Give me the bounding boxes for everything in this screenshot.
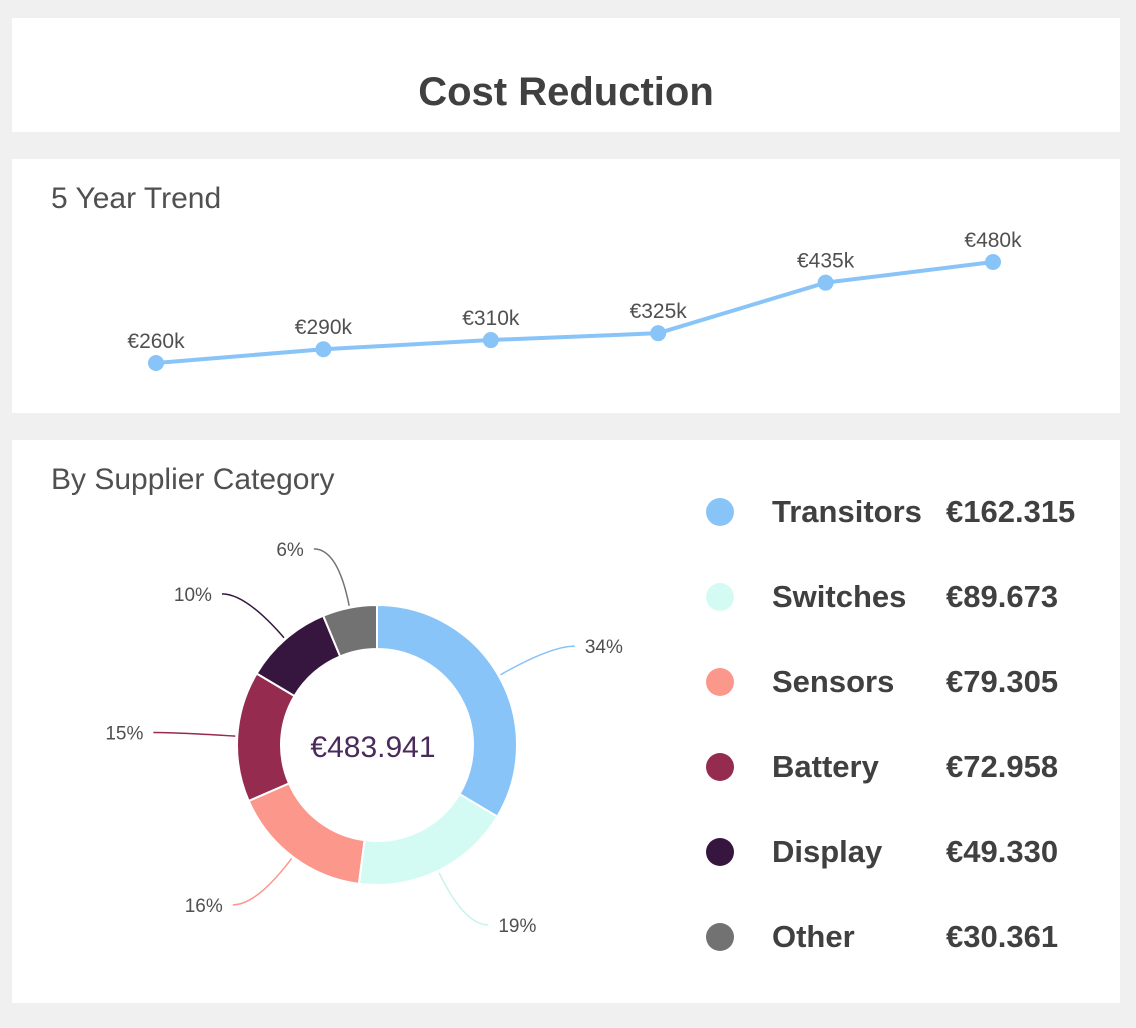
legend-swatch [706, 753, 734, 781]
legend-swatch [706, 498, 734, 526]
trend-data-label: €480k [964, 229, 1022, 252]
legend-value: €162.315 [946, 494, 1076, 529]
donut-slice-switches [357, 792, 499, 886]
donut-percent-label: 10% [174, 585, 212, 606]
trend-data-label: €325k [630, 300, 688, 323]
legend-item-sensors: Sensors €79.305 [706, 662, 1106, 747]
legend-name: Display [772, 834, 883, 869]
legend-name: Sensors [772, 664, 895, 699]
donut-leader-line [438, 872, 489, 926]
donut-leader-line [500, 645, 575, 676]
trend-point [148, 355, 164, 371]
trend-series-line [154, 260, 995, 365]
legend-item-switches: Switches €89.673 [706, 577, 1106, 662]
trend-point [482, 332, 499, 349]
donut-leader-line [232, 858, 293, 906]
trend-card: 5 Year Trend €260k €290k €310k €325k €435k €4… [12, 159, 1120, 413]
trend-data-label: €310k [462, 307, 520, 330]
donut-leader-line [153, 731, 236, 737]
donut-slice-other [321, 603, 378, 658]
donut-slice-transitors [376, 603, 518, 818]
legend-item-transitors: Transitors €162.315 [706, 492, 1106, 577]
legend-value: €72.958 [946, 749, 1059, 784]
legend-value: €49.330 [946, 834, 1059, 869]
trend-data-label: €290k [295, 316, 353, 339]
legend-name: Other [772, 919, 855, 954]
donut-percent-label: 6% [276, 540, 304, 561]
legend-swatch [706, 923, 734, 951]
trend-point [817, 274, 834, 291]
legend-value: €89.673 [946, 579, 1059, 614]
donut-percent-label: 34% [585, 637, 623, 658]
donut-leader-line [313, 548, 350, 606]
page-title: Cost Reduction [418, 70, 714, 114]
supplier-legend: Transitors €162.315 Switches €89.673 Sensors… [706, 492, 1106, 1002]
trend-line-chart: €260k €290k €310k €325k €435k €480k [127, 229, 1022, 371]
legend-name: Battery [772, 749, 879, 784]
legend-name: Switches [772, 579, 907, 614]
legend-item-display: Display €49.330 [706, 832, 1106, 917]
supplier-title: By Supplier Category [51, 463, 335, 496]
donut-slice-battery [236, 672, 296, 803]
donut-leader-line [221, 593, 285, 639]
legend-swatch [706, 668, 734, 696]
legend-swatch [706, 838, 734, 866]
supplier-card: By Supplier Category 34% 19% 16% 15% 10% 6% €4… [12, 440, 1120, 1003]
legend-item-battery: Battery €72.958 [706, 747, 1106, 832]
supplier-donut-chart: 34% 19% 16% 15% 10% 6% €483.941 [105, 540, 623, 937]
donut-percent-label: 16% [185, 896, 223, 917]
trend-point [650, 325, 667, 342]
legend-value: €30.361 [946, 919, 1059, 954]
legend-value: €79.305 [946, 664, 1059, 699]
donut-percent-label: 19% [498, 916, 536, 937]
trend-point [985, 254, 1001, 270]
donut-slice-sensors [247, 782, 366, 885]
trend-title: 5 Year Trend [51, 182, 222, 215]
trend-data-label: €435k [797, 250, 855, 273]
legend-name: Transitors [772, 494, 922, 529]
trend-point [315, 341, 332, 358]
donut-center-total: €483.941 [310, 731, 435, 764]
trend-data-label: €260k [127, 330, 185, 353]
legend-item-other: Other €30.361 [706, 917, 1106, 1002]
donut-percent-label: 15% [105, 724, 143, 745]
title-card: Cost Reduction [12, 18, 1120, 132]
legend-swatch [706, 583, 734, 611]
